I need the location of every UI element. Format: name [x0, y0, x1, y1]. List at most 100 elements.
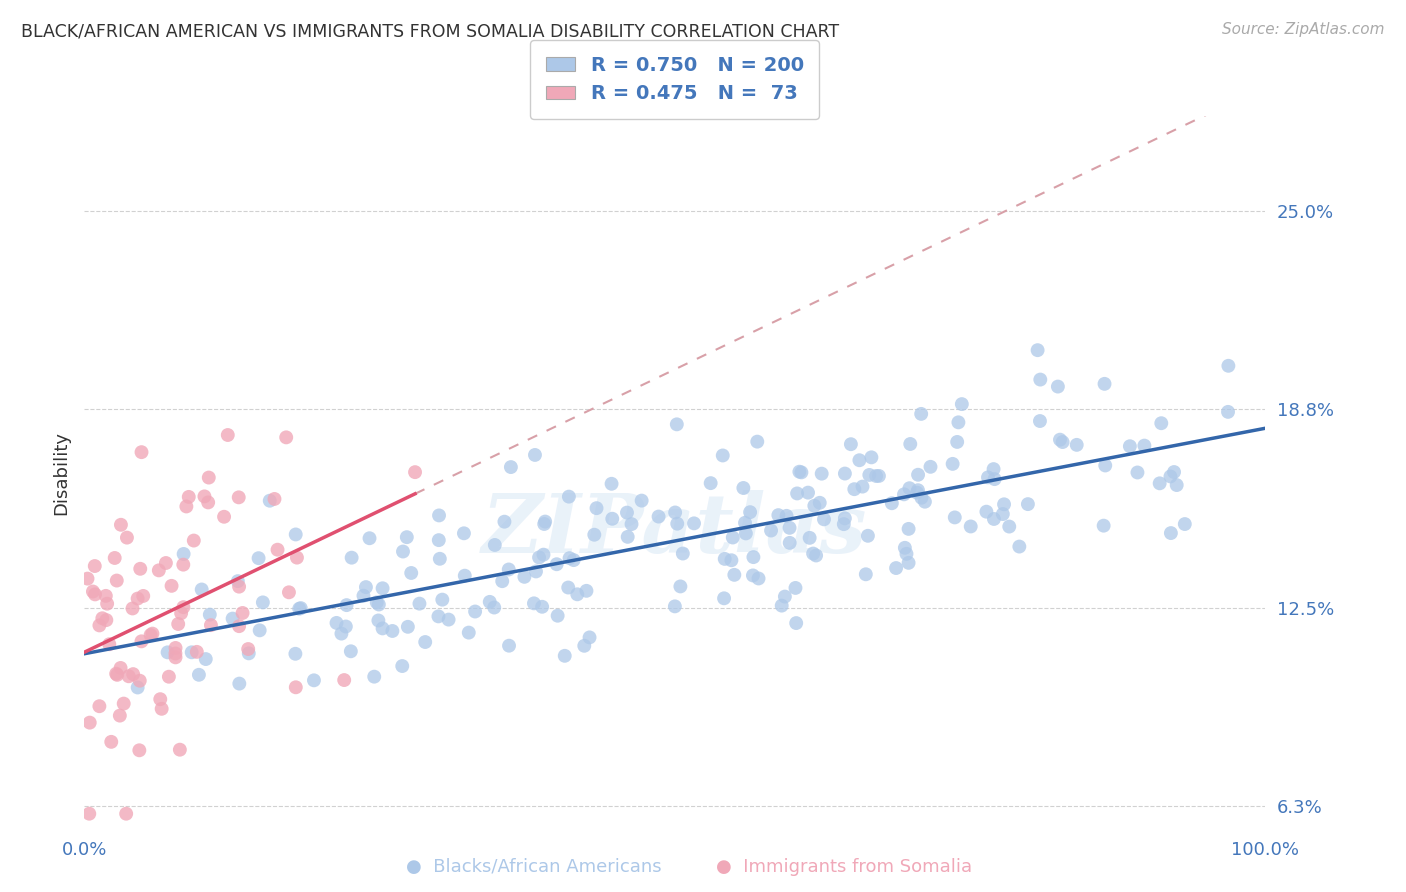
Point [946, 434, 969, 449]
Point [336, 598, 359, 612]
Point [454, 568, 477, 582]
Point [803, 499, 825, 513]
Point [942, 457, 965, 471]
Point [94, 589, 117, 603]
Point [786, 486, 808, 500]
Point [856, 529, 879, 543]
Point [122, 667, 145, 681]
Point [583, 527, 606, 541]
Point [129, 562, 152, 576]
Point [396, 620, 419, 634]
Point [172, 600, 194, 615]
Point [238, 642, 260, 657]
Point [228, 491, 250, 505]
Point [1126, 466, 1149, 480]
Point [98, 637, 121, 651]
Point [910, 491, 932, 505]
Point [943, 510, 966, 524]
Point [193, 489, 215, 503]
Point [198, 607, 221, 622]
Point [139, 628, 162, 642]
Point [105, 666, 128, 681]
Point [920, 459, 942, 474]
Point [789, 465, 811, 479]
Point [165, 650, 187, 665]
Point [340, 550, 363, 565]
Point [76, 572, 98, 586]
Point [785, 616, 807, 631]
Point [353, 589, 375, 603]
Point [228, 619, 250, 633]
Point [367, 598, 389, 612]
Text: ●  Blacks/African Americans: ● Blacks/African Americans [406, 858, 662, 876]
Point [131, 445, 153, 459]
Point [330, 626, 353, 640]
Point [666, 516, 689, 531]
Point [1026, 343, 1049, 358]
Point [574, 639, 596, 653]
Point [187, 667, 209, 681]
Point [190, 582, 212, 597]
Point [808, 496, 831, 510]
Point [84, 587, 107, 601]
Point [558, 490, 581, 504]
Point [907, 467, 929, 482]
Point [221, 612, 243, 626]
Point [437, 613, 460, 627]
Text: ●  Immigrants from Somalia: ● Immigrants from Somalia [716, 858, 972, 876]
Point [83, 559, 105, 574]
Point [367, 614, 389, 628]
Point [993, 497, 1015, 511]
Point [914, 494, 936, 508]
Point [170, 606, 193, 620]
Point [276, 430, 298, 444]
Point [302, 673, 325, 688]
Point [427, 508, 450, 523]
Point [748, 572, 770, 586]
Point [860, 450, 883, 465]
Point [834, 511, 856, 525]
Point [720, 553, 742, 567]
Point [893, 487, 915, 501]
Point [105, 668, 128, 682]
Point [427, 609, 450, 624]
Point [770, 599, 793, 613]
Point [721, 531, 744, 545]
Point [959, 519, 981, 533]
Point [567, 587, 589, 601]
Point [391, 659, 413, 673]
Point [457, 625, 479, 640]
Point [983, 462, 1005, 476]
Point [128, 743, 150, 757]
Point [165, 640, 187, 655]
Point [96, 597, 118, 611]
Point [547, 608, 569, 623]
Point [290, 601, 312, 615]
Point [228, 676, 250, 690]
Point [976, 505, 998, 519]
Point [432, 592, 454, 607]
Point [104, 551, 127, 566]
Point [148, 563, 170, 577]
Point [742, 550, 765, 565]
Point [82, 584, 104, 599]
Point [408, 597, 430, 611]
Point [238, 646, 260, 660]
Point [1133, 439, 1156, 453]
Point [197, 495, 219, 509]
Point [177, 490, 200, 504]
Point [801, 547, 824, 561]
Point [1066, 438, 1088, 452]
Point [1150, 416, 1173, 430]
Point [333, 673, 356, 687]
Point [284, 527, 307, 541]
Point [453, 526, 475, 541]
Point [91, 611, 114, 625]
Point [790, 466, 813, 480]
Point [669, 579, 692, 593]
Point [534, 515, 557, 529]
Point [759, 524, 782, 538]
Point [212, 509, 235, 524]
Point [395, 530, 418, 544]
Point [141, 626, 163, 640]
